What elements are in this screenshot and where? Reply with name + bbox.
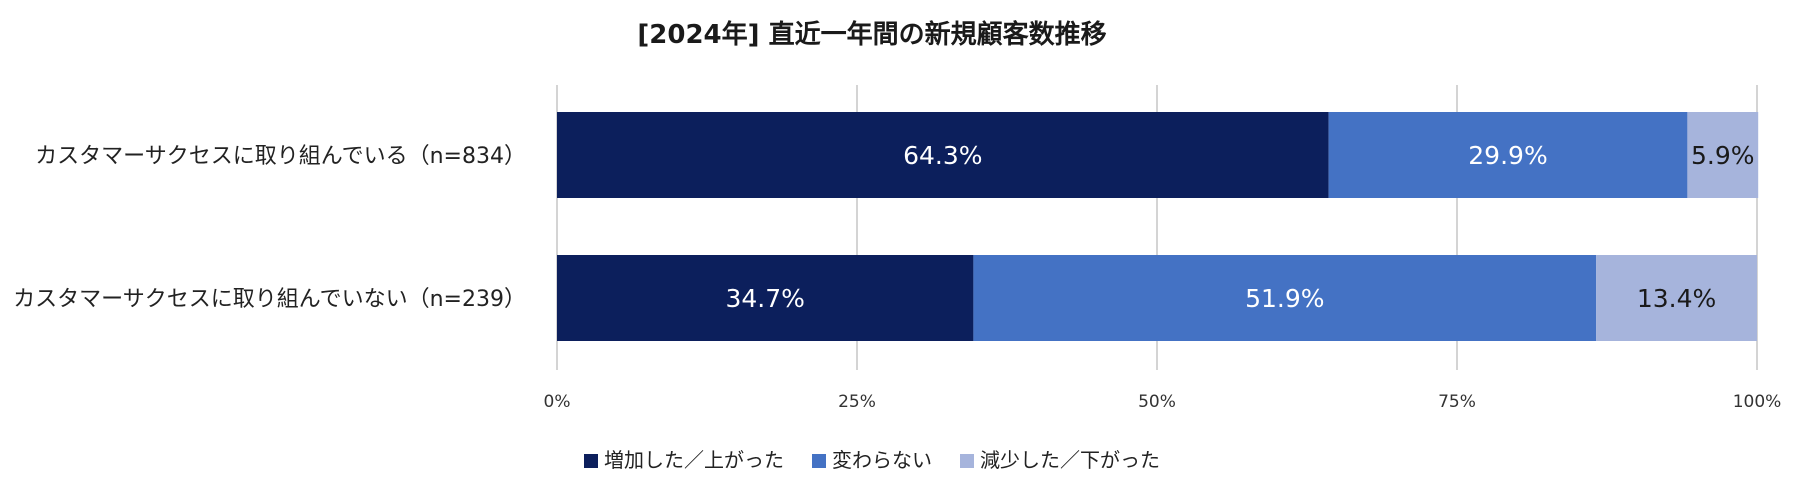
data-label: 64.3%	[903, 141, 982, 170]
bar-segment	[557, 255, 974, 341]
data-labels: 64.3% 29.9% 5.9% 34.7% 51.9% 13.4%	[725, 141, 1754, 313]
legend-swatch	[584, 454, 598, 468]
bar-segment	[973, 255, 1597, 341]
bar-segment	[1687, 112, 1759, 198]
legend-swatch	[812, 454, 826, 468]
chart-title: [2024年] 直近一年間の新規顧客数推移	[637, 19, 1106, 50]
x-tick-label: 0%	[544, 392, 571, 412]
legend-label: 変わらない	[832, 448, 932, 472]
x-tick-label: 75%	[1438, 392, 1476, 412]
category-label: カスタマーサクセスに取り組んでいない（n=239）	[13, 287, 526, 312]
data-label: 29.9%	[1468, 141, 1547, 170]
x-axis-ticks: 0% 25% 50% 75% 100%	[544, 392, 1782, 412]
legend-swatch	[960, 454, 974, 468]
data-label: 5.9%	[1691, 141, 1755, 170]
bar-segment	[557, 112, 1329, 198]
category-label: カスタマーサクセスに取り組んでいる（n=834）	[35, 144, 526, 169]
legend-label: 増加した／上がった	[604, 448, 784, 472]
bar-segment	[1328, 112, 1688, 198]
data-label: 51.9%	[1245, 284, 1324, 313]
legend-label: 減少した／下がった	[980, 448, 1160, 472]
legend: 増加した／上がった 変わらない 減少した／下がった	[584, 448, 1160, 472]
data-label: 13.4%	[1637, 284, 1716, 313]
bar-segment	[1596, 255, 1757, 341]
x-tick-label: 100%	[1733, 392, 1782, 412]
x-tick-label: 25%	[838, 392, 876, 412]
data-label: 34.7%	[725, 284, 804, 313]
bars	[557, 112, 1759, 341]
x-tick-label: 50%	[1138, 392, 1176, 412]
category-labels: カスタマーサクセスに取り組んでいる（n=834） カスタマーサクセスに取り組んでい…	[13, 144, 526, 312]
